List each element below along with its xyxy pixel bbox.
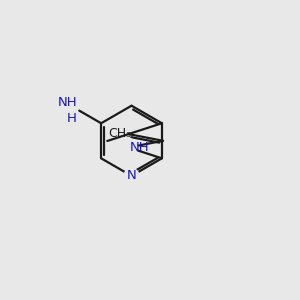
Text: H: H — [67, 112, 77, 125]
Text: CH₃: CH₃ — [109, 127, 132, 140]
Circle shape — [124, 168, 139, 183]
Text: NH: NH — [57, 96, 77, 109]
Circle shape — [120, 139, 137, 156]
Text: NH: NH — [130, 141, 150, 154]
Text: N: N — [127, 169, 136, 182]
